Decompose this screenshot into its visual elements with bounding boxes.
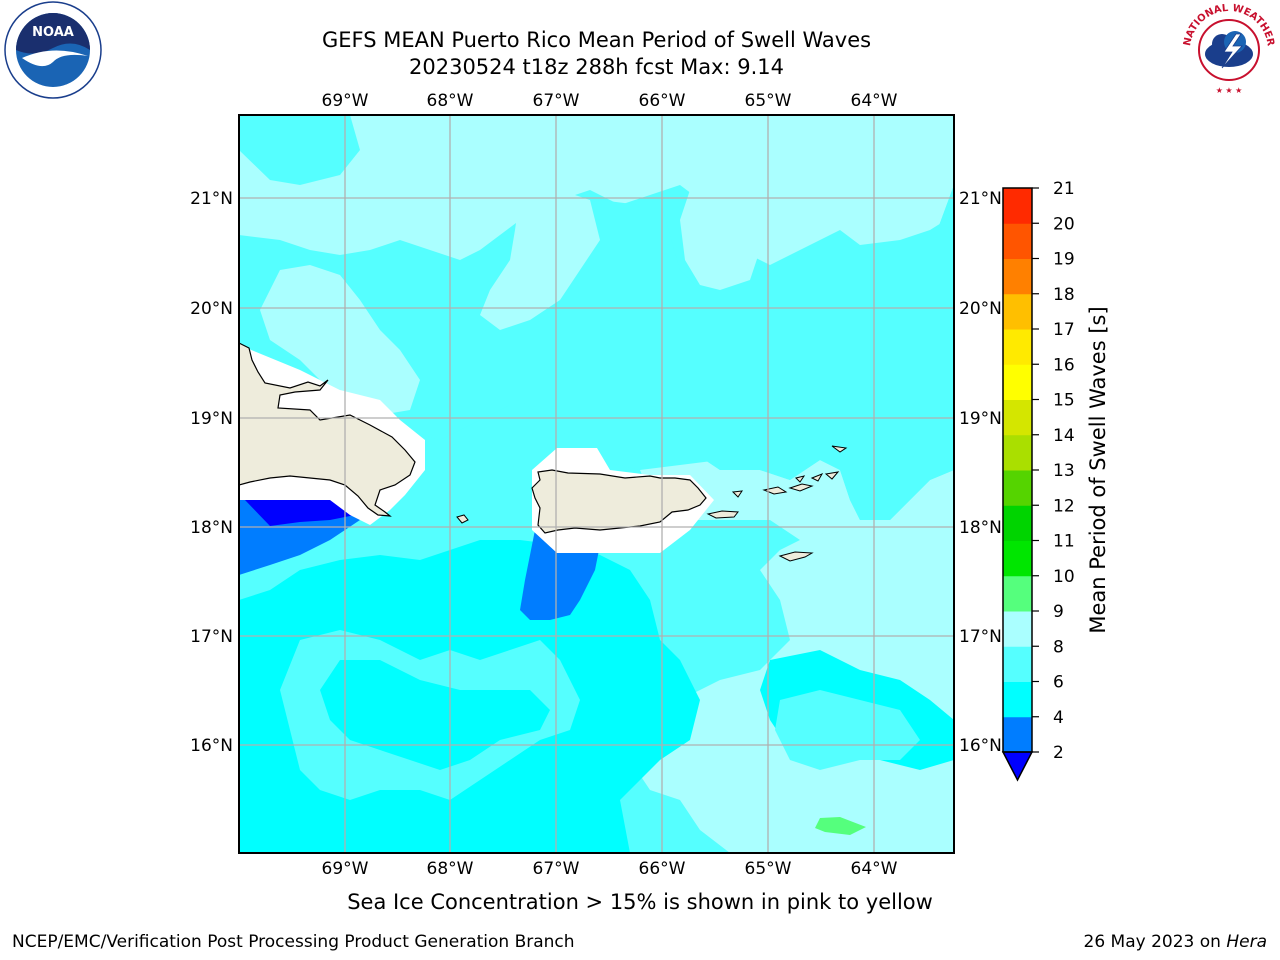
bottom-lon-label: 69°W (322, 859, 369, 879)
gridlines (239, 115, 954, 853)
colorbar-tick-label: 18 (1053, 285, 1075, 305)
colorbar-segment (1003, 434, 1032, 471)
culebra-island (731, 490, 744, 498)
right-lat-labels: 21°N 20°N 19°N 18°N 17°N 16°N (959, 189, 1002, 756)
colorbar-segment (1003, 611, 1032, 647)
colorbar-tick-label: 12 (1053, 496, 1075, 516)
bottom-lon-label: 68°W (427, 859, 474, 879)
chart-title-line2: 20230524 t18z 288h fcst Max: 9.14 (409, 55, 784, 79)
swell-period-field (239, 115, 954, 853)
vieques-island (706, 510, 739, 519)
field-6-8-s (775, 690, 920, 770)
top-lon-label: 64°W (851, 91, 898, 111)
mona-island (456, 514, 469, 524)
colorbar-under-extension (1001, 751, 1034, 782)
colorbar-segment (1003, 329, 1032, 365)
left-lat-label: 16°N (190, 736, 233, 756)
bottom-lon-label: 64°W (851, 859, 898, 879)
colorbar: 2 4 6 8 9 10 11 12 13 14 15 16 17 18 19 20 21 (1001, 179, 1075, 782)
colorbar-segment (1003, 575, 1032, 612)
colorbar-tick-label: 10 (1053, 567, 1075, 587)
noaa-logo-text: NOAA (32, 25, 74, 40)
colorbar-tick-label: 13 (1053, 461, 1075, 481)
colorbar-tick-label: 8 (1053, 637, 1064, 657)
right-lat-label: 16°N (959, 736, 1002, 756)
right-lat-label: 18°N (959, 518, 1002, 538)
nws-logo-icon: NATIONAL WEATHER SERVICE ★ ★ ★ (1178, 0, 1276, 97)
footer-branch: NCEP/EMC/Verification Post Processing Pr… (12, 932, 575, 952)
colorbar-tick-label: 9 (1053, 602, 1064, 622)
colorbar-segment (1003, 540, 1032, 577)
colorbar-tick-label: 17 (1053, 320, 1075, 340)
left-lat-label: 19°N (190, 409, 233, 429)
field-8-9-s (680, 190, 760, 290)
colorbar-tick-label: 14 (1053, 426, 1075, 446)
bottom-lon-label: 67°W (533, 859, 580, 879)
colorbar-tick-label: 15 (1053, 391, 1075, 411)
colorbar-segment (1003, 188, 1032, 224)
top-lon-label: 67°W (533, 91, 580, 111)
field-8-9-s (260, 265, 420, 415)
chart-title-line1: GEFS MEAN Puerto Rico Mean Period of Swe… (321, 28, 872, 52)
colorbar-segment (1003, 716, 1032, 753)
svg-text:★ ★ ★: ★ ★ ★ (1216, 86, 1243, 95)
colorbar-tick-label: 11 (1053, 532, 1075, 552)
field-8-9-s (480, 190, 600, 330)
footer-host: Hera (1226, 932, 1267, 952)
right-lat-label: 21°N (959, 189, 1002, 209)
colorbar-segment (1003, 399, 1032, 436)
field-lt-2-s (245, 500, 355, 526)
colorbar-tick-label: 6 (1053, 673, 1064, 693)
top-lon-labels: 69°W 68°W 67°W 66°W 65°W 64°W (322, 91, 898, 111)
colorbar-segment (1003, 223, 1032, 259)
colorbar-tick-label: 20 (1053, 214, 1075, 234)
left-lat-label: 18°N (190, 518, 233, 538)
colorbar-segment (1003, 646, 1032, 682)
top-lon-label: 66°W (639, 91, 686, 111)
colorbar-tick-label: 21 (1053, 179, 1075, 199)
top-lon-label: 65°W (745, 91, 792, 111)
bottom-lon-labels: 69°W 68°W 67°W 66°W 65°W 64°W (322, 859, 898, 879)
map-frame (238, 114, 955, 854)
field-6-8-s (239, 185, 954, 520)
top-lon-label: 69°W (322, 91, 369, 111)
virgin-islands (762, 445, 848, 495)
top-lon-label: 68°W (427, 91, 474, 111)
left-lat-labels: 21°N 20°N 19°N 18°N 17°N 16°N (190, 189, 233, 756)
colorbar-tick-label: 16 (1053, 355, 1075, 375)
left-lat-label: 20°N (190, 299, 233, 319)
colorbar-segment (1003, 364, 1032, 400)
colorbar-segment (1003, 681, 1032, 718)
colorbar-tick-label: 2 (1053, 743, 1064, 763)
footer-date: 26 May 2023 on Hera (1084, 932, 1268, 952)
st-croix-island (778, 551, 814, 562)
right-lat-label: 19°N (959, 409, 1002, 429)
footer-date-text: 26 May 2023 on (1083, 932, 1227, 952)
left-lat-label: 17°N (190, 627, 233, 647)
colorbar-tick-label: 19 (1053, 250, 1075, 270)
field-9-10-s (815, 817, 866, 835)
noaa-logo-icon: NOAA (4, 1, 102, 99)
bottom-lon-label: 65°W (745, 859, 792, 879)
bottom-lon-label: 66°W (639, 859, 686, 879)
field-4-6-s (320, 660, 550, 770)
field-6-8-s (239, 115, 360, 185)
sea-ice-note: Sea Ice Concentration > 15% is shown in … (347, 890, 933, 914)
right-lat-label: 17°N (959, 627, 1002, 647)
colorbar-tick-label: 4 (1053, 708, 1064, 728)
colorbar-segment (1003, 505, 1032, 541)
colorbar-label: Mean Period of Swell Waves [s] (1086, 306, 1110, 633)
hispaniola-landmass (239, 342, 416, 517)
left-lat-label: 21°N (190, 189, 233, 209)
colorbar-segment (1003, 293, 1032, 330)
right-lat-label: 20°N (959, 299, 1002, 319)
colorbar-segment (1003, 258, 1032, 295)
colorbar-segment (1003, 470, 1032, 506)
